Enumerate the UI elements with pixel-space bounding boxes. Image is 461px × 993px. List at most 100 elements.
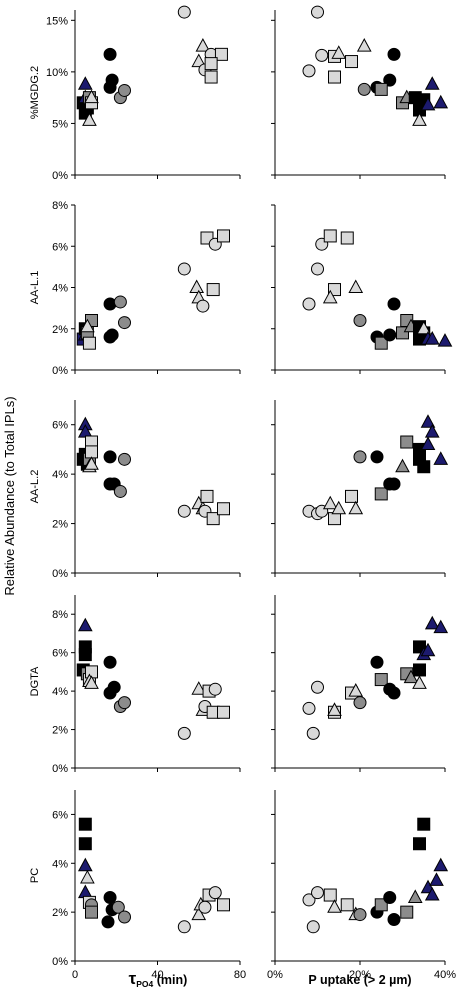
panel-dgta: 0% 2% 4% 6% 8% DGTA (29, 595, 449, 775)
right-x-tick-label: 40% (434, 969, 456, 981)
right-x-axis-label: P uptake (> 2 µm) (308, 973, 411, 987)
data-point (118, 696, 131, 710)
data-point (412, 675, 427, 689)
y-tick-label: 2% (52, 725, 68, 737)
data-point (217, 898, 230, 912)
data-point (103, 890, 117, 904)
y-tick-label: 0% (52, 170, 68, 182)
data-point (177, 726, 191, 740)
data-point (208, 682, 222, 696)
y-tick-label: 4% (52, 469, 68, 481)
panel-y-label: DGTA (29, 666, 41, 696)
y-tick-label: 0% (52, 365, 68, 377)
data-point (204, 57, 218, 71)
y-tick-label: 6% (52, 241, 68, 253)
data-point (433, 94, 449, 109)
data-point (311, 680, 324, 694)
data-point (78, 837, 92, 851)
panel-y-label: %MGDG.2 (29, 66, 41, 119)
data-point (424, 76, 440, 90)
data-point (78, 817, 92, 831)
data-point (113, 295, 127, 309)
data-point (306, 726, 320, 740)
data-point (348, 683, 364, 697)
data-point (84, 675, 99, 689)
data-point (217, 502, 230, 516)
data-point (177, 920, 191, 934)
y-tick-label: 4% (52, 686, 68, 698)
data-point (302, 64, 316, 78)
y-tick-label: 6% (52, 648, 68, 660)
data-point (78, 648, 92, 662)
data-point (311, 5, 324, 19)
data-point (348, 279, 364, 293)
right-x-tick-label: 0% (267, 969, 283, 981)
data-point (387, 912, 401, 926)
y-tick-label: 4% (52, 858, 68, 870)
data-point (387, 297, 401, 311)
data-point (420, 436, 436, 450)
data-point (424, 331, 440, 345)
data-point (374, 336, 388, 350)
data-point (400, 435, 414, 449)
data-point (400, 905, 414, 919)
data-point (103, 450, 117, 464)
left-x-tick-label: 40 (151, 969, 163, 981)
data-point (413, 663, 426, 677)
y-tick-label: 2% (52, 907, 68, 919)
left-x-axis-unit: (min) (153, 973, 187, 987)
data-point (84, 456, 99, 470)
data-point (374, 673, 388, 687)
data-point (387, 477, 401, 491)
data-point (118, 83, 131, 97)
data-point (103, 80, 117, 94)
data-point (118, 316, 131, 330)
data-point (327, 702, 342, 716)
data-point (323, 229, 337, 243)
data-point (413, 837, 426, 851)
data-point (420, 96, 436, 111)
data-point (85, 445, 98, 459)
y-tick-label: 8% (52, 200, 68, 212)
data-point (387, 686, 401, 700)
panel--mgdg-2: 0% 5% 10% 15% %MGDG.2 (29, 5, 449, 182)
data-point (357, 82, 371, 96)
data-point (353, 450, 367, 464)
data-point (424, 424, 440, 438)
y-tick-label: 0% (52, 568, 68, 580)
data-point (387, 47, 401, 61)
data-point (191, 906, 207, 921)
data-point (420, 642, 436, 657)
data-point (77, 857, 93, 872)
data-point (353, 696, 367, 710)
panel-y-label: AA-L.1 (29, 271, 41, 305)
data-point (84, 89, 99, 104)
panel-y-label: PC (29, 868, 41, 883)
data-point (103, 655, 117, 669)
data-point (383, 328, 397, 342)
data-point (189, 279, 205, 293)
data-point (328, 70, 341, 84)
data-point (103, 47, 117, 61)
data-point (417, 460, 431, 474)
data-point (370, 450, 384, 464)
y-tick-label: 10% (46, 67, 68, 79)
y-tick-label: 4% (52, 283, 68, 295)
data-point (77, 884, 93, 899)
data-point (302, 893, 316, 907)
data-point (348, 500, 364, 515)
y-tick-label: 0% (52, 763, 68, 775)
data-point (374, 898, 388, 912)
data-point (302, 701, 316, 715)
data-point (417, 817, 431, 831)
y-tick-label: 5% (52, 118, 68, 130)
data-point (311, 886, 324, 900)
data-point (196, 299, 210, 313)
data-point (412, 112, 427, 126)
data-point (118, 910, 131, 924)
data-point (374, 82, 388, 96)
data-point (370, 655, 384, 669)
data-point (191, 681, 207, 695)
data-point (101, 915, 115, 929)
data-point (328, 512, 341, 526)
